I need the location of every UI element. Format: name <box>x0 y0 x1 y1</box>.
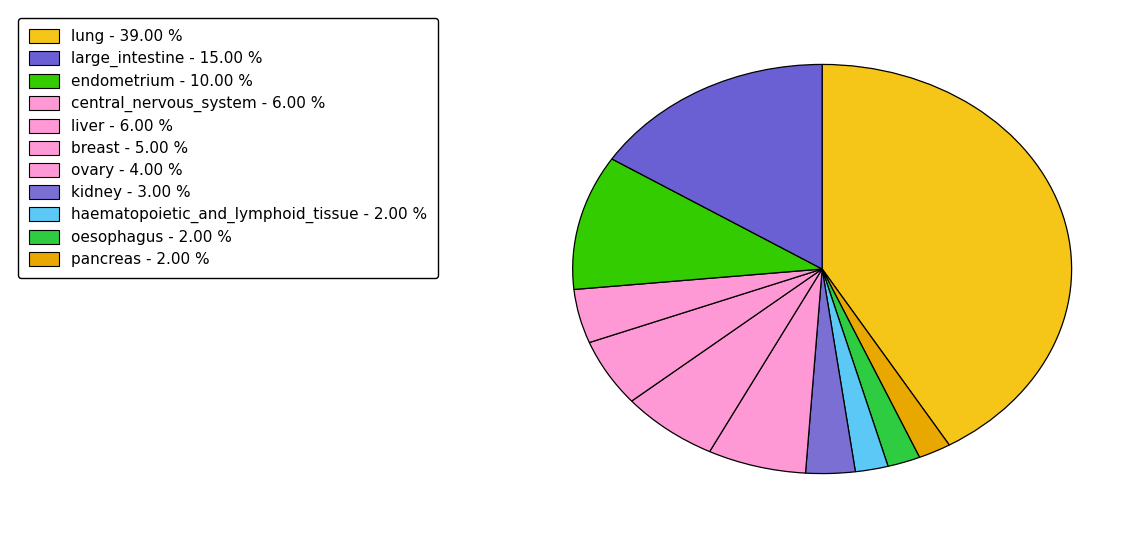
Wedge shape <box>612 65 822 269</box>
Wedge shape <box>822 65 1072 445</box>
Wedge shape <box>822 269 920 466</box>
Wedge shape <box>573 159 822 289</box>
Wedge shape <box>590 269 822 401</box>
Wedge shape <box>822 269 949 457</box>
Wedge shape <box>632 269 822 451</box>
Wedge shape <box>805 269 855 473</box>
Wedge shape <box>710 269 822 473</box>
Wedge shape <box>822 269 888 472</box>
Legend: lung - 39.00 %, large_intestine - 15.00 %, endometrium - 10.00 %, central_nervou: lung - 39.00 %, large_intestine - 15.00 … <box>18 18 438 278</box>
Wedge shape <box>574 269 822 343</box>
